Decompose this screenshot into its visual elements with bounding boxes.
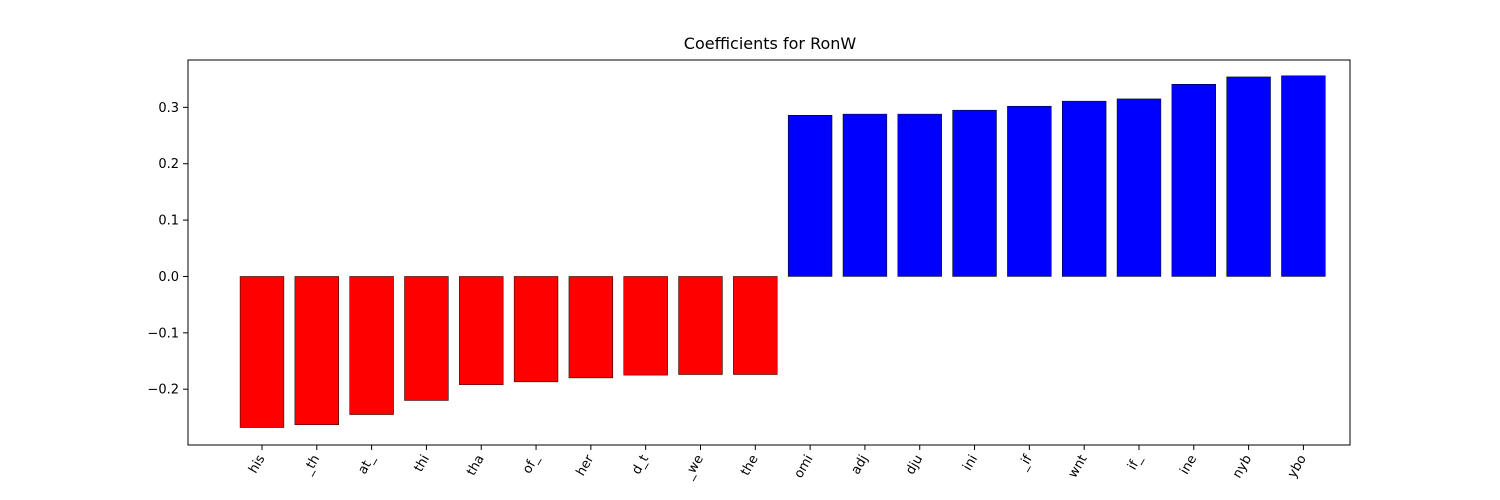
x-tick-label: d_t bbox=[629, 453, 652, 478]
bar-tha bbox=[459, 276, 504, 385]
y-axis: −0.2 −0.1 0.0 0.1 0.2 0.3 bbox=[147, 101, 188, 398]
bar-ybo bbox=[1281, 75, 1326, 277]
bar-ini bbox=[952, 109, 997, 277]
x-tick-label: ini bbox=[960, 453, 981, 474]
bar-thi bbox=[404, 276, 449, 401]
bar-dju bbox=[897, 113, 942, 277]
x-tick-label: tha bbox=[464, 453, 488, 479]
bar-her bbox=[568, 276, 614, 379]
bar-_th bbox=[294, 276, 339, 425]
x-tick-label: thi bbox=[411, 453, 432, 475]
bar-of_ bbox=[513, 276, 559, 383]
x-tick-label: ine bbox=[1177, 453, 1200, 478]
bar-at_ bbox=[349, 276, 394, 415]
x-tick-label: adj bbox=[848, 453, 871, 478]
bar-ine bbox=[1171, 83, 1216, 277]
bar-wnt bbox=[1061, 100, 1107, 277]
bar-d_t bbox=[623, 276, 668, 376]
x-tick-label: of_ bbox=[520, 452, 543, 476]
y-tick-label: 0.2 bbox=[158, 157, 179, 172]
x-axis: his _th at_ thi tha of_ her d_t _we the omi adj dju i… bbox=[246, 445, 1310, 483]
x-tick-label: at_ bbox=[355, 452, 378, 477]
chart-title: Coefficients for RonW bbox=[683, 34, 857, 53]
bar-if_ bbox=[1116, 98, 1162, 277]
x-tick-label: _we bbox=[681, 453, 707, 483]
x-tick-label: omi bbox=[791, 453, 816, 481]
bar-nyb bbox=[1226, 76, 1271, 277]
y-tick-label: −0.2 bbox=[147, 383, 179, 398]
y-tick-label: −0.1 bbox=[147, 326, 179, 341]
y-tick-label: 0.3 bbox=[158, 101, 179, 116]
bar-adj bbox=[842, 113, 888, 277]
bars-group bbox=[239, 75, 1326, 428]
x-tick-label: dju bbox=[903, 453, 926, 478]
bar-the bbox=[733, 276, 778, 375]
x-tick-label: _th bbox=[300, 453, 323, 479]
bar-omi bbox=[787, 114, 833, 277]
bar-_if bbox=[1007, 105, 1052, 277]
x-tick-label: the bbox=[738, 453, 762, 479]
x-tick-label: her bbox=[574, 452, 598, 479]
x-tick-label: ybo bbox=[1285, 452, 1310, 480]
plot-frame bbox=[187, 59, 1351, 446]
bar-his bbox=[239, 276, 285, 428]
y-tick-label: 0.1 bbox=[158, 214, 179, 229]
y-tick-label: 0.0 bbox=[158, 270, 179, 285]
x-tick-label: if_ bbox=[1125, 452, 1146, 473]
bar-_we bbox=[678, 276, 723, 375]
x-tick-label: his bbox=[246, 452, 268, 476]
x-tick-label: _if bbox=[1015, 452, 1036, 473]
x-tick-label: nyb bbox=[1230, 453, 1255, 481]
x-tick-label: wnt bbox=[1066, 453, 1091, 481]
